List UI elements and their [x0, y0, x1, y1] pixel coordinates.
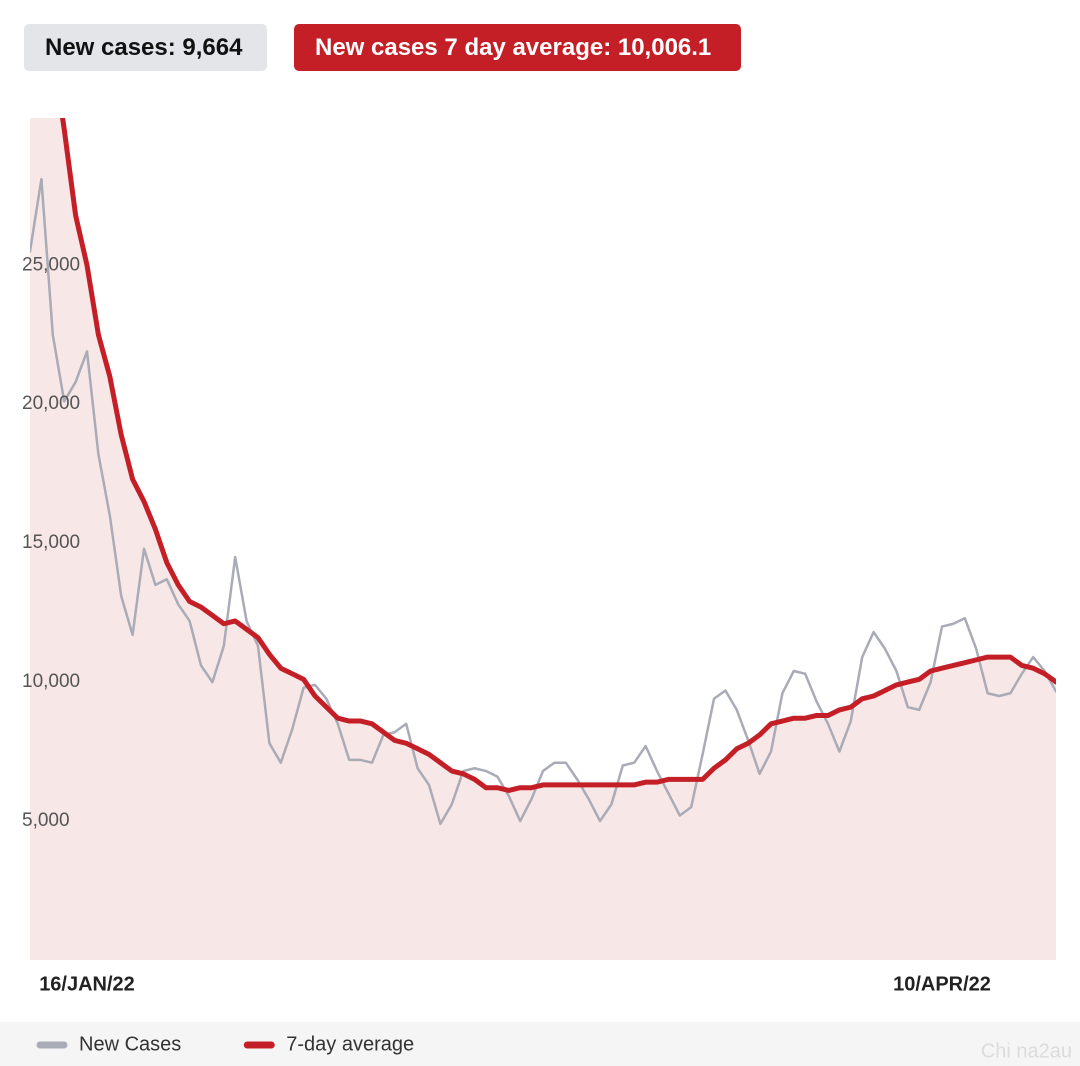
y-tick-label: 20,000 — [22, 393, 80, 414]
average-badge: New cases 7 day average: 10,006.1 — [294, 24, 741, 71]
area — [30, 118, 1056, 960]
overlay: 5,000 10,000 15,000 20,000 25,000 16/JAN/22 10… — [22, 254, 991, 1055]
x-tick-label: 10/APR/22 — [893, 973, 991, 995]
y-tick-label: 25,000 — [22, 254, 80, 275]
y-tick-label: 10,000 — [22, 671, 80, 692]
y-tick-label: 15,000 — [22, 532, 80, 553]
y-tick-label: 5,000 — [22, 810, 70, 831]
series-line — [30, 177, 1056, 826]
total-badge: New cases: 9,664 — [24, 24, 267, 71]
watermark: Chi na2au — [981, 1040, 1072, 1062]
legend-band — [0, 1022, 1080, 1066]
series-line — [60, 118, 1056, 793]
plot-area — [30, 118, 1056, 960]
x-tick-label: 16/JAN/22 — [39, 973, 135, 995]
legend-label: New Cases — [79, 1033, 181, 1055]
legend-label: 7-day average — [286, 1033, 414, 1055]
